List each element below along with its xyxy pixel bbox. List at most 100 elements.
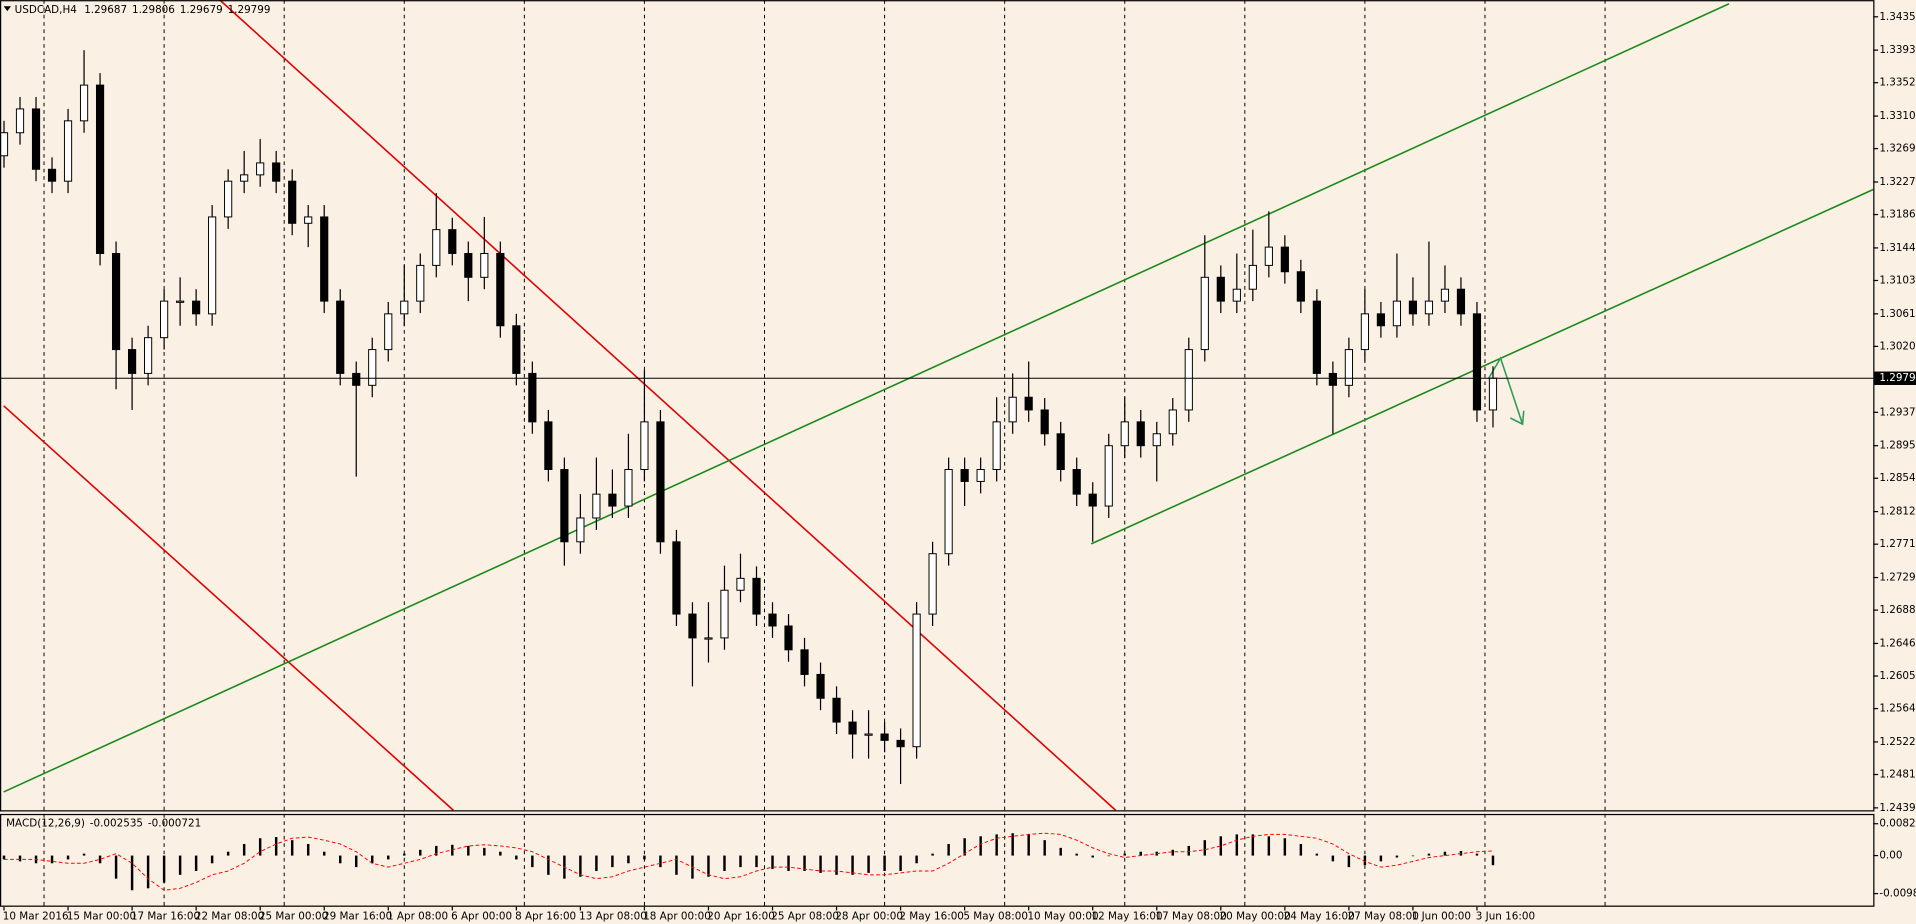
- candle-body: [384, 313, 393, 351]
- macd-bar: [274, 837, 278, 856]
- candle-body: [496, 252, 505, 327]
- candle-body: [1280, 246, 1289, 273]
- macd-bar: [322, 851, 326, 856]
- macd-bar: [739, 855, 742, 868]
- y-tick-label: 1.26880: [1879, 604, 1916, 616]
- macd-bar: [1171, 849, 1174, 856]
- trendline: [1090, 188, 1874, 545]
- main-frame: [0, 0, 1875, 812]
- y-tick-label: 1.33930: [1879, 44, 1916, 56]
- macd-bar: [1299, 844, 1303, 856]
- x-tick-label: 28 Apr 00:00: [835, 911, 903, 923]
- candle-body: [1024, 396, 1033, 411]
- symbol: USDCAD,H4: [15, 4, 78, 16]
- candle-body: [192, 300, 201, 315]
- y-tick-label: 0.00: [1879, 850, 1902, 862]
- candle-body: [656, 421, 665, 543]
- candle-body: [1376, 313, 1385, 327]
- candle-body: [79, 84, 89, 122]
- macd-bar: [1107, 855, 1110, 857]
- macd-bar: [1315, 853, 1319, 856]
- signal-value: -0.000721: [148, 818, 201, 830]
- candle-body: [1312, 300, 1321, 374]
- macd-bar: [1379, 855, 1383, 862]
- candle-body: [1344, 349, 1353, 386]
- x-tick-label: 13 Apr 08:00: [579, 911, 647, 923]
- candle-body: [1328, 372, 1337, 386]
- y-tick-label: 1.28950: [1879, 440, 1916, 452]
- candle-body: [368, 349, 377, 386]
- macd-bar: [1203, 840, 1207, 856]
- macd-bar: [835, 855, 838, 875]
- candle-body: [624, 469, 633, 507]
- macd-bar: [194, 855, 198, 871]
- candle-body: [864, 733, 873, 736]
- x-tick-label: 1 Apr 08:00: [387, 911, 448, 923]
- macd-bar: [1491, 855, 1495, 866]
- candle-body: [704, 637, 713, 640]
- high-value: 1.29806: [132, 4, 175, 16]
- macd-frame: [0, 813, 1875, 907]
- x-tick-label: 1 Jun 00:00: [1412, 911, 1471, 923]
- candle-body: [1424, 300, 1434, 315]
- x-tick-label: 29 Mar 16:00: [323, 911, 392, 923]
- y-tick-label: 1.30200: [1879, 340, 1916, 352]
- candle-body: [1488, 377, 1498, 411]
- macd-bar: [1027, 834, 1030, 856]
- y-tick-label: 0.008268: [1879, 818, 1916, 830]
- x-tick-label: 27 May 08:00: [1348, 911, 1419, 923]
- candle-body: [272, 162, 281, 182]
- candle-body: [912, 613, 921, 748]
- candle-body: [480, 252, 489, 278]
- y-tick-label: 1.26050: [1879, 670, 1916, 682]
- macd-bar: [1011, 833, 1014, 856]
- macd-bar: [1075, 853, 1078, 856]
- macd-bar: [242, 844, 246, 856]
- y-tick-label: 1.33100: [1879, 110, 1916, 122]
- candle-body: [528, 372, 537, 423]
- macd-bar: [1251, 834, 1255, 856]
- candle-body: [208, 216, 217, 315]
- candle-body: [1264, 246, 1273, 266]
- candle-body: [1392, 300, 1402, 327]
- macd-bar: [1139, 851, 1142, 856]
- trendlines: [3, 0, 1874, 811]
- macd-bar: [931, 853, 934, 856]
- macd-bar: [1411, 855, 1415, 857]
- candle-body: [1136, 421, 1145, 447]
- candle-body: [544, 421, 553, 471]
- macd-bar: [1267, 836, 1271, 856]
- macd-bar: [1235, 834, 1239, 856]
- y-tick-label: 1.24390: [1879, 802, 1916, 814]
- macd-bar: [355, 855, 358, 868]
- x-tick-label: 2 May 16:00: [899, 911, 964, 923]
- candle-body: [1456, 288, 1466, 315]
- candle-body: [47, 168, 57, 182]
- macd-bar: [162, 855, 166, 883]
- candle-body: [992, 421, 1001, 471]
- macd-bar: [611, 855, 614, 868]
- candle-body: [448, 229, 457, 254]
- candle-body: [1168, 409, 1177, 435]
- macd-bar: [947, 844, 950, 856]
- candle-body: [1296, 271, 1305, 302]
- macd-bar: [210, 855, 214, 864]
- macd-bar: [675, 855, 678, 875]
- candle-body: [1216, 276, 1225, 302]
- candle-body: [800, 649, 809, 675]
- x-tick-label: 8 Apr 16:00: [515, 911, 576, 923]
- macd-bar: [130, 855, 134, 891]
- macd-bar: [659, 855, 662, 868]
- candle-body: [976, 469, 985, 482]
- menu-icon[interactable]: [3, 6, 11, 12]
- macd-bar: [1443, 851, 1447, 856]
- x-tick-label: 25 Apr 08:00: [771, 911, 839, 923]
- candle-body: [960, 469, 969, 482]
- candle-body: [15, 108, 25, 134]
- macd-bar: [1331, 855, 1335, 862]
- x-tick-label: 18 Apr 00:00: [643, 911, 711, 923]
- macd-bar: [851, 855, 854, 875]
- y-tick-label: 1.27290: [1879, 572, 1916, 584]
